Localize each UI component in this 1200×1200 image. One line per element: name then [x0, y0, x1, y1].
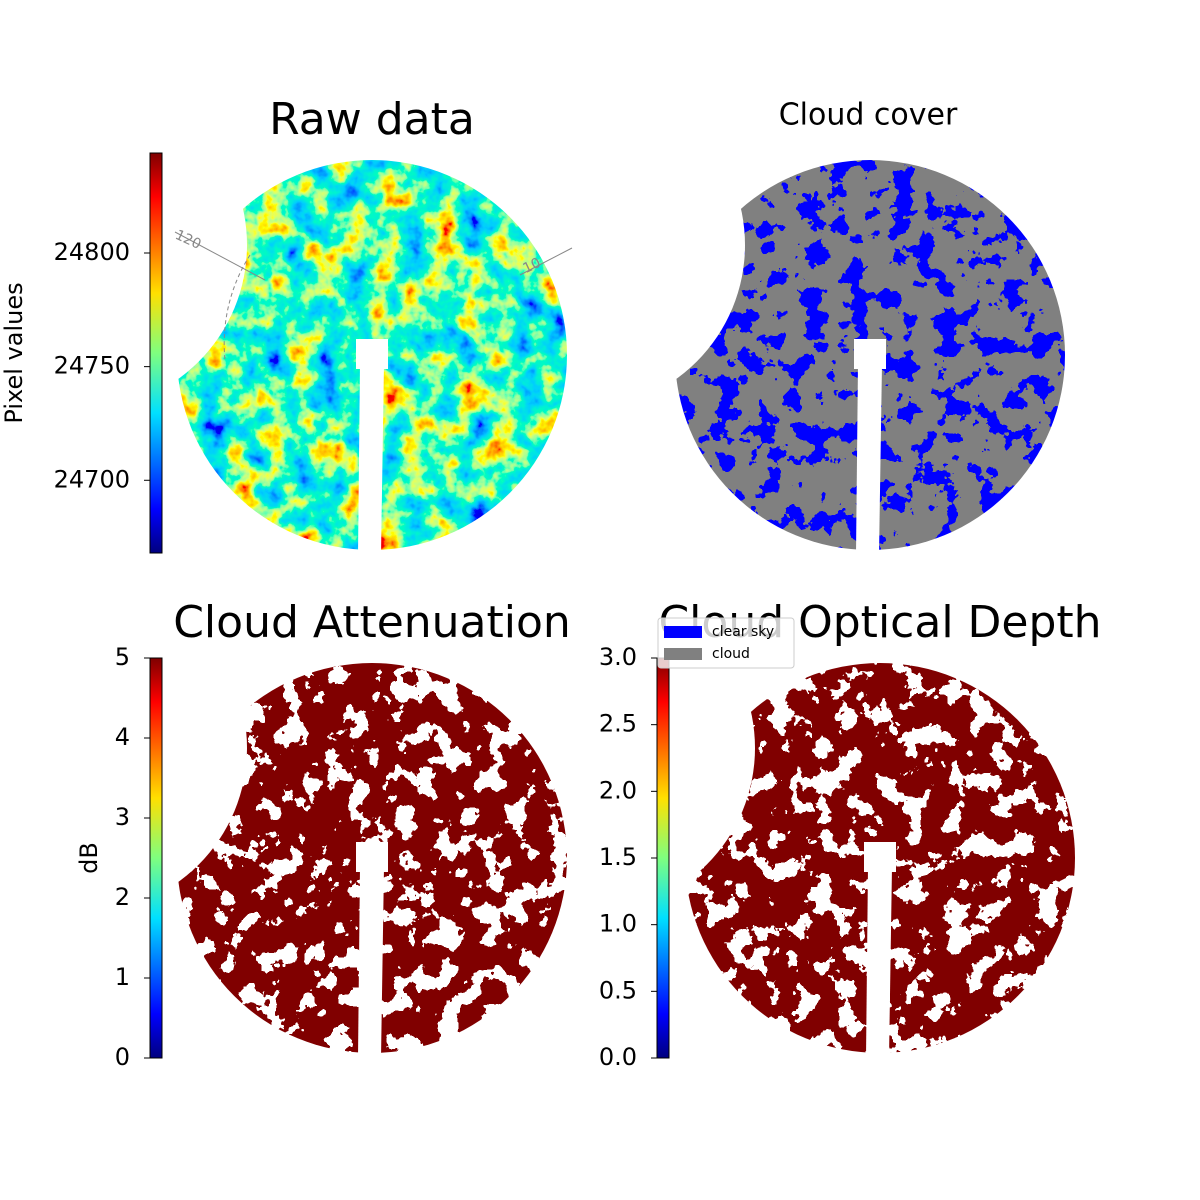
panel: Cloud Attenuation 0 1 2 3 4 5 dB — [75, 597, 572, 1071]
colorbar-tick-label: 1.0 — [599, 910, 637, 938]
polar-label: 10 — [521, 255, 544, 277]
colorbar-tick-label: 3 — [115, 803, 130, 831]
image-texture — [172, 155, 572, 555]
panel-title: Raw data — [269, 94, 475, 145]
colorbar — [149, 657, 163, 1059]
panel: Cloud cover — [670, 98, 1070, 555]
image-texture — [680, 658, 1080, 1058]
colorbar-tick-label: 3.0 — [599, 643, 637, 671]
polar-grid — [174, 231, 266, 281]
colorbar-tick-label: 0.0 — [599, 1043, 637, 1071]
colorbar-tick-label: 1.5 — [599, 843, 637, 871]
image — [172, 658, 572, 1058]
polar-grid — [519, 247, 573, 276]
colorbar-tick-label: 0.5 — [599, 976, 637, 1004]
legend-swatch — [664, 626, 702, 638]
colorbar-tick-label: 24700 — [54, 465, 130, 493]
colorbar-label: Pixel values — [0, 282, 28, 423]
colorbar-label: dB — [75, 842, 103, 874]
colorbar-tick-label: 24800 — [54, 238, 130, 266]
legend-label: cloud — [712, 646, 750, 662]
colorbar-tick-label: 5 — [115, 643, 130, 671]
image — [680, 658, 1080, 1058]
colorbar-tick-label: 1 — [115, 963, 130, 991]
legend-label: clear sky — [712, 624, 774, 640]
image — [172, 155, 572, 555]
panels: Raw data 1 2 0 10 24700 24750 24800 Pixel values… — [0, 94, 1102, 1071]
colorbar-tick-label: 24750 — [54, 352, 130, 380]
panel-title: Cloud Attenuation — [173, 597, 571, 648]
colorbar-tick-label: 2 — [115, 883, 130, 911]
legend: clear sky cloud — [657, 617, 795, 669]
polar-grid — [223, 254, 251, 361]
colorbar — [656, 657, 670, 1059]
legend-swatch — [664, 648, 702, 660]
image — [670, 155, 1070, 555]
colorbar-tick-label: 0 — [115, 1043, 130, 1071]
image-texture — [670, 155, 1070, 555]
colorbar-tick-label: 4 — [115, 723, 130, 751]
panel-title: Cloud cover — [779, 98, 958, 133]
colorbar-tick-label: 2.5 — [599, 710, 637, 738]
colorbar-tick-label: 2.0 — [599, 776, 637, 804]
colorbar — [149, 152, 163, 554]
image-texture — [172, 658, 572, 1058]
